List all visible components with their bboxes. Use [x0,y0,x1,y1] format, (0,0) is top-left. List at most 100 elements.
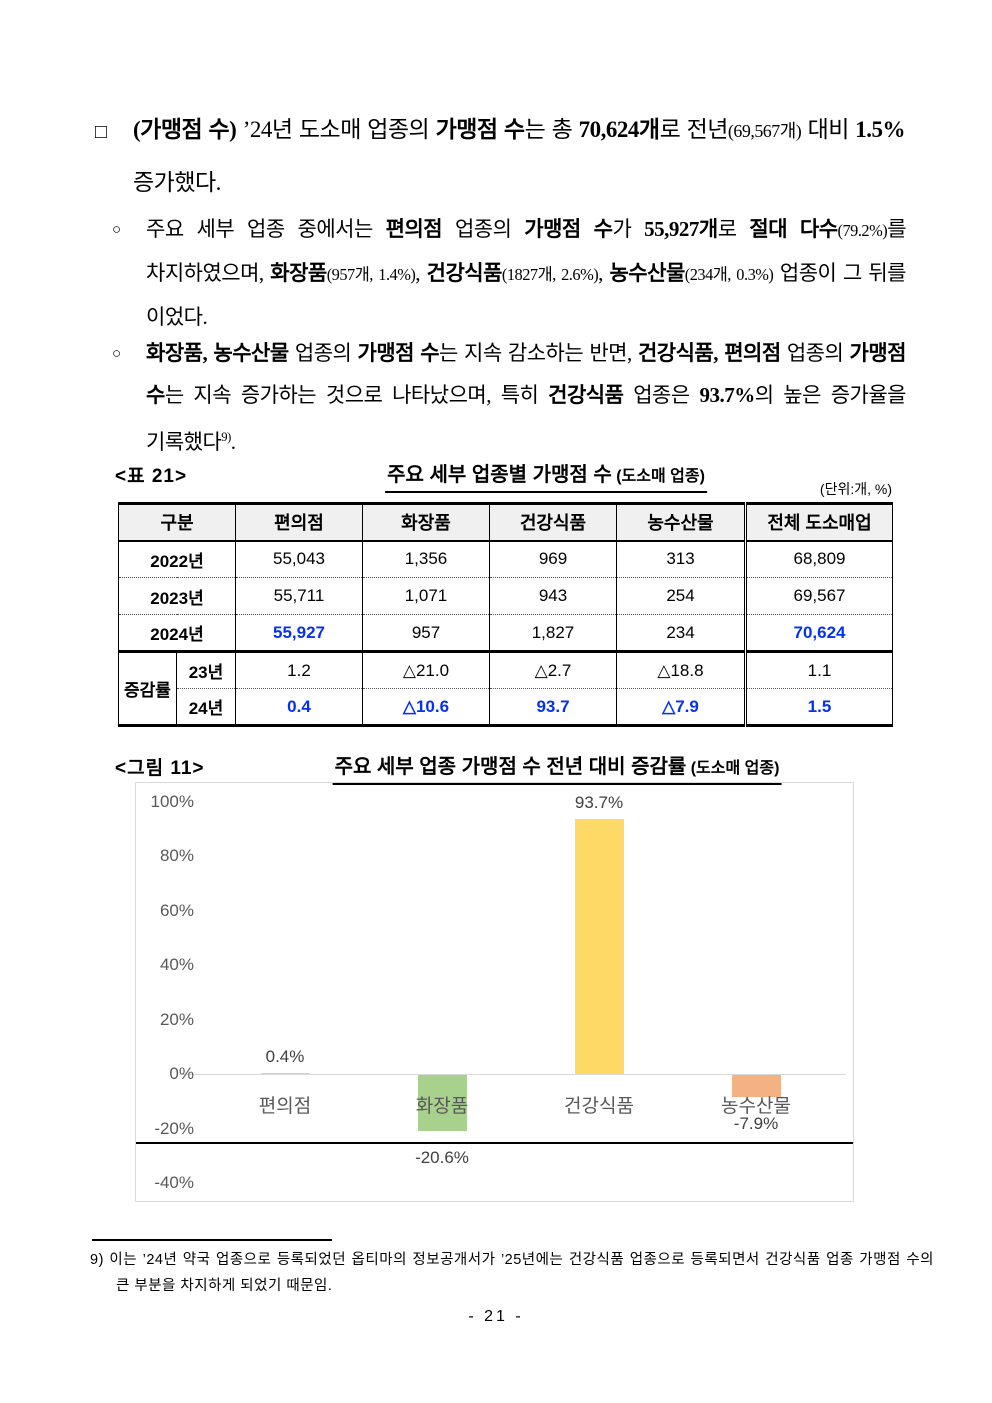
text-segment: 업종의 [288,341,358,365]
text-segment: 가맹점 수 [435,117,526,142]
text-segment: 농수산물 [609,261,685,285]
text-segment: 를 차지하였으며, [146,217,907,285]
table-cell: 1,827 [489,614,617,652]
text-segment: 70,624개 [578,117,660,142]
change-rate-cell: 1.1 [744,650,893,689]
text-segment: 증가했다. [133,170,221,195]
text-segment: 절대 다수 [749,217,838,241]
table-cell: 55,043 [235,540,363,578]
text-segment: 업종이 그 뒤를 이었다. [146,261,907,329]
text-segment: (957개, 1.4%) [326,265,416,284]
chart-bar [417,1075,467,1132]
table-header-cell: 화장품 [362,503,490,542]
y-axis-tick: -40% [154,1173,194,1192]
chart-bar [574,818,624,1074]
table-title-suffix: (도소매 업종) [616,468,705,485]
table-cell: 55,711 [235,577,363,615]
change-rate-cell-highlight: △10.6 [362,688,490,726]
table-header-cell: 편의점 [235,503,363,542]
text-segment: (234개, 0.3%) [684,265,774,284]
y-axis-tick: 80% [159,846,194,865]
figure-title-text: 주요 세부 업종 가맹점 수 전년 대비 증감률 [334,756,687,778]
category-label: 건강식품 [564,1096,634,1117]
table-row-label: 증감률 [118,650,177,726]
text-segment: 는 지속 증가하는 것으로 나타났으며, 특히 [164,383,549,407]
y-axis-tick: 40% [159,955,194,974]
text-segment: 55,927개 [644,217,718,241]
table-header-cell: 구분 [118,503,236,542]
figure-title-suffix: (도소매 업종) [690,760,780,777]
text-segment: , [415,261,427,285]
text-segment: 건강식품, [637,341,719,365]
table-row-sublabel: 23년 [176,650,236,689]
text-segment: (79.2%) [837,221,888,240]
footnote: 9) 이는 ’24년 약국 업종으로 등록되었던 옵티마의 정보공개서가 ’25… [90,1247,934,1299]
y-axis-tick: 100% [150,791,194,811]
y-axis-tick: 20% [159,1009,194,1029]
text-segment: 로 [717,217,750,241]
table-cell-highlight: 70,624 [744,614,893,652]
text-segment: 가맹점 수 [146,341,906,407]
category-label: 농수산물 [721,1096,791,1117]
table-row-label: 2022년 [118,540,236,578]
table-header-cell: 농수산물 [616,503,746,542]
change-rate-cell-highlight: △7.9 [616,688,746,726]
table-cell: 254 [616,577,746,615]
text-segment: 업종의 [780,341,850,365]
bullet-circle-icon: ○ [112,346,121,362]
table-cell-highlight: 55,927 [235,614,363,652]
table-row-change-rate: 증감률 23년 1.2 △21.0 △2.7 △18.8 1.1 [118,650,893,726]
text-segment: (69,567개) [727,121,802,141]
table-row-label: 2023년 [118,577,236,615]
paragraph-text: (가맹점 수) ’24년 도소매 업종의 가맹점 수는 총 70,624개로 전… [133,117,906,195]
figure-title: 주요 세부 업종 가맹점 수 전년 대비 증감률 (도소매 업종) [332,750,782,785]
table-cell: 957 [362,614,490,652]
table-row-change-rate: 24년 0.4 △10.6 93.7 △7.9 1.5 [119,688,893,726]
chart-divider-line [136,1142,853,1144]
table-cell: 1,356 [362,540,490,578]
text-segment: 가맹점 수 [357,341,440,365]
table-cell: 1,071 [362,577,490,615]
category-label: 화장품 [415,1096,469,1117]
paragraph-text: 주요 세부 업종 중에서는 편의점 업종의 가맹점 수가 55,927개로 절대… [146,217,907,329]
text-segment: 전년 [686,117,729,142]
text-segment: 대비 [801,117,856,142]
text-segment: 9) [221,430,231,444]
text-segment: 1.5% [855,117,906,142]
figure-caption: <그림 11> 주요 세부 업종 가맹점 수 전년 대비 증감률 (도소매 업종… [115,750,895,785]
text-segment: 로 [659,117,687,142]
text-segment: 는 총 [524,117,579,142]
table-title-text: 주요 세부 업종별 가맹점 수 [387,464,612,486]
text-segment: 93.7% [699,383,755,407]
bullet-square-icon: □ [95,121,107,143]
table-row: 2023년 55,711 1,071 943 254 69,567 [118,577,893,615]
table-row-label: 2024년 [118,614,236,652]
page-number: - 21 - [468,1308,524,1325]
y-axis-tick: -20% [154,1118,194,1138]
table-header-cell: 건강식품 [489,503,617,542]
text-segment: 건강식품 [426,261,503,285]
chart-bar [731,1075,781,1097]
text-segment: 편의점 [385,217,443,241]
change-rate-cell-highlight: 0.4 [235,688,363,726]
paragraph-sector-trend: ○ 화장품, 농수산물 업종의 가맹점 수는 지속 감소하는 반면, 건강식품, … [112,332,907,463]
change-rate-cell-highlight: 1.5 [744,688,893,726]
table-row-sublabel: 24년 [176,688,236,726]
table-row: 2024년 55,927 957 1,827 234 70,624 [118,614,893,652]
table-cell: 313 [616,540,746,578]
zero-axis-line [179,1074,846,1075]
table-row: 2022년 55,043 1,356 969 313 68,809 [118,540,893,578]
table-cell: 234 [616,614,746,652]
table-header-row: 구분 편의점 화장품 건강식품 농수산물 전체 도소매업 [118,503,893,542]
paragraph-text: 화장품, 농수산물 업종의 가맹점 수는 지속 감소하는 반면, 건강식품, 편… [146,341,907,454]
bar-value-label: -20.6% [415,1148,469,1168]
text-segment: 업종은 [623,383,700,407]
text-segment: 업종의 [442,217,525,241]
text-segment: (가맹점 수) [133,117,237,142]
bar-chart: 100% 80% 60% 40% 20% 0% -20% -40% 0.4% 편의점 -20.6% 화… [135,782,854,1202]
text-segment: 가맹점 수 [524,217,613,241]
text-segment: 화장품, 농수산물 [146,341,289,365]
franchise-count-table: 구분 편의점 화장품 건강식품 농수산물 전체 도소매업 2022년 55,04… [118,502,893,727]
table-unit-label: (단위:개, %) [819,481,892,497]
